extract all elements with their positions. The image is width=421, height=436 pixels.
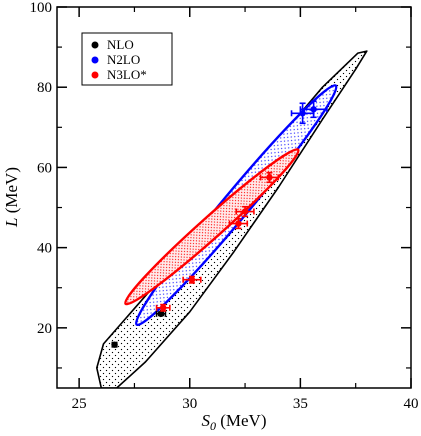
x-axis-title: S0 (MeV): [201, 411, 266, 433]
plot-frame: [56, 6, 412, 389]
y-tick-label: 40: [37, 241, 52, 257]
legend: NLO N2LO N3LO*: [81, 32, 173, 86]
x-tick-label: 40: [404, 396, 419, 412]
x-tick-label: 25: [72, 396, 87, 412]
marker: [310, 106, 317, 113]
legend-marker-n2lo: [91, 56, 99, 64]
legend-marker-nlo: [91, 41, 99, 49]
point-nlo-1: [155, 310, 167, 318]
marker: [160, 304, 167, 311]
marker: [111, 341, 118, 348]
y-axis-title-unit: (MeV): [2, 167, 21, 218]
region-n3lo: [124, 148, 300, 306]
marker: [188, 276, 196, 283]
marker: [235, 220, 242, 227]
marker: [266, 174, 273, 181]
x-tick-label: 30: [182, 396, 197, 412]
x-axis-title-unit: (MeV): [216, 411, 267, 430]
point-n2lo-1: [299, 100, 328, 119]
marker: [157, 310, 165, 318]
marker: [241, 208, 249, 215]
x-axis-title-symbol: S: [201, 411, 210, 430]
point-n3lo-1: [182, 275, 202, 284]
point-n3lo-2: [228, 217, 249, 230]
data-points: [111, 100, 328, 348]
y-tick-label: 60: [37, 160, 52, 176]
point-n3lo-3: [235, 205, 255, 218]
legend-label-nlo: NLO: [107, 37, 134, 52]
y-tick-label: 80: [37, 80, 52, 96]
y-axis-title-symbol: L: [2, 218, 21, 228]
confidence-regions: [96, 50, 368, 388]
axis-ticks: 25 30 35 40 20 40 60 80 100: [30, 0, 419, 412]
y-tick-label: 20: [37, 321, 52, 337]
legend-label-n2lo: N2LO: [107, 52, 140, 67]
point-nlo-0: [111, 341, 118, 348]
legend-marker-n3lo: [91, 71, 99, 79]
y-tick-label: 100: [30, 0, 53, 16]
legend-label-n3lo: N3LO*: [107, 67, 147, 82]
point-n3lo-0: [155, 303, 171, 312]
x-axis-title-subscript: 0: [210, 419, 216, 433]
y-axis-title: L (MeV): [2, 167, 21, 228]
point-n3lo-4: [259, 171, 280, 184]
x-tick-label: 35: [293, 396, 308, 412]
